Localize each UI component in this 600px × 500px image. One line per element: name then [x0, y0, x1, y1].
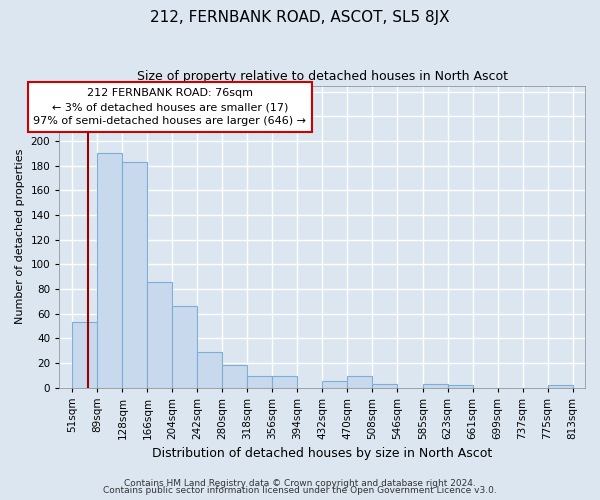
- Bar: [148, 282, 172, 388]
- Bar: [72, 322, 97, 388]
- Bar: [122, 162, 148, 388]
- Text: Contains HM Land Registry data © Crown copyright and database right 2024.: Contains HM Land Registry data © Crown c…: [124, 478, 476, 488]
- Text: 212 FERNBANK ROAD: 76sqm
← 3% of detached houses are smaller (17)
97% of semi-de: 212 FERNBANK ROAD: 76sqm ← 3% of detache…: [33, 88, 306, 126]
- Bar: [448, 385, 473, 388]
- Bar: [172, 306, 197, 388]
- Bar: [222, 366, 247, 388]
- Bar: [322, 382, 347, 388]
- Bar: [97, 154, 122, 388]
- Bar: [247, 376, 272, 388]
- Bar: [347, 376, 372, 388]
- Bar: [272, 376, 297, 388]
- Bar: [197, 352, 222, 388]
- Bar: [372, 384, 397, 388]
- Bar: [423, 384, 448, 388]
- Bar: [548, 385, 572, 388]
- X-axis label: Distribution of detached houses by size in North Ascot: Distribution of detached houses by size …: [152, 447, 492, 460]
- Y-axis label: Number of detached properties: Number of detached properties: [15, 149, 25, 324]
- Text: 212, FERNBANK ROAD, ASCOT, SL5 8JX: 212, FERNBANK ROAD, ASCOT, SL5 8JX: [150, 10, 450, 25]
- Title: Size of property relative to detached houses in North Ascot: Size of property relative to detached ho…: [137, 70, 508, 83]
- Text: Contains public sector information licensed under the Open Government Licence v3: Contains public sector information licen…: [103, 486, 497, 495]
